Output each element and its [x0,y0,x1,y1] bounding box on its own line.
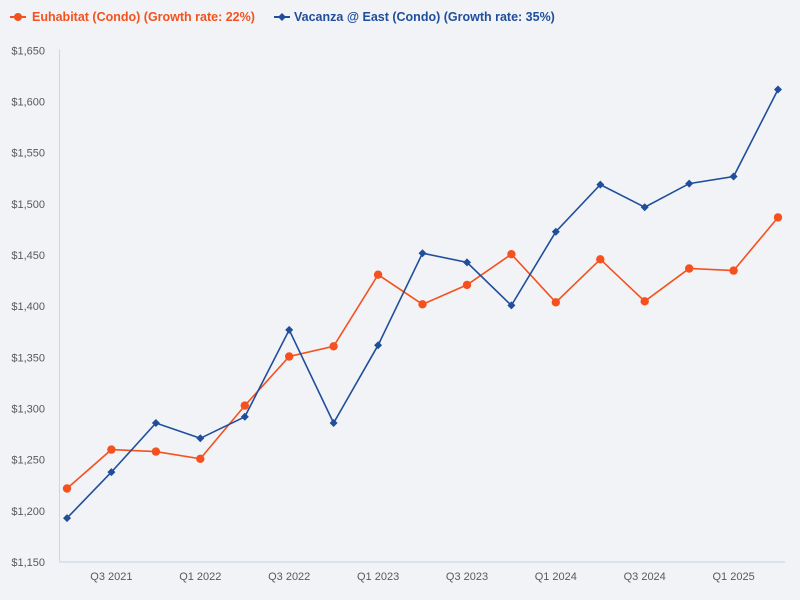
svg-text:$1,500: $1,500 [11,199,45,211]
svg-text:$1,200: $1,200 [11,506,45,518]
svg-text:$1,300: $1,300 [11,404,45,416]
svg-text:$1,450: $1,450 [11,250,45,262]
svg-text:Q1 2025: Q1 2025 [712,571,754,583]
svg-text:Q1 2023: Q1 2023 [357,571,399,583]
svg-text:Euhabitat (Condo) (Growth rate: Euhabitat (Condo) (Growth rate: 22%) [32,10,255,24]
svg-text:Q3 2022: Q3 2022 [268,571,310,583]
svg-text:$1,650: $1,650 [11,46,45,58]
svg-text:Q3 2023: Q3 2023 [446,571,488,583]
svg-text:Q1 2024: Q1 2024 [535,571,577,583]
svg-text:$1,400: $1,400 [11,301,45,313]
svg-text:$1,350: $1,350 [11,352,45,364]
svg-text:$1,550: $1,550 [11,148,45,160]
svg-text:Q3 2024: Q3 2024 [624,571,666,583]
svg-text:Vacanza @ East (Condo) (Growth: Vacanza @ East (Condo) (Growth rate: 35%… [294,10,555,24]
svg-text:Q1 2022: Q1 2022 [179,571,221,583]
svg-text:Q3 2021: Q3 2021 [90,571,132,583]
svg-text:$1,250: $1,250 [11,455,45,467]
svg-text:$1,150: $1,150 [11,557,45,569]
svg-text:$1,600: $1,600 [11,97,45,109]
